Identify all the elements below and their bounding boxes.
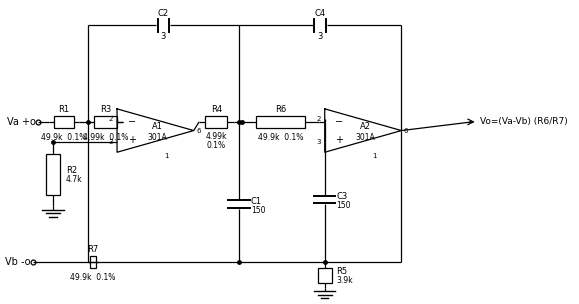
Bar xyxy=(318,268,332,283)
Text: 4.7k: 4.7k xyxy=(66,175,83,184)
Text: C2: C2 xyxy=(158,9,169,18)
Text: 6: 6 xyxy=(404,128,408,133)
Bar xyxy=(206,116,228,128)
Text: Vo=(Va-Vb) (R6/R7): Vo=(Va-Vb) (R6/R7) xyxy=(480,117,568,126)
Text: −: − xyxy=(127,117,135,127)
Text: Va +o: Va +o xyxy=(7,117,35,127)
Text: 3: 3 xyxy=(316,140,321,146)
Text: R7: R7 xyxy=(87,245,98,254)
Text: +: + xyxy=(335,135,343,145)
Text: Vb -o: Vb -o xyxy=(5,257,30,267)
Text: C4: C4 xyxy=(314,9,326,18)
Text: 301A: 301A xyxy=(148,133,167,142)
Text: 4.99k: 4.99k xyxy=(206,132,227,141)
Text: 4.99k  0.1%: 4.99k 0.1% xyxy=(83,133,129,142)
Text: 1: 1 xyxy=(164,154,169,160)
Text: R3: R3 xyxy=(100,105,111,114)
Text: R5: R5 xyxy=(336,267,347,276)
Text: 49.9k  0.1%: 49.9k 0.1% xyxy=(70,273,115,282)
Text: 150: 150 xyxy=(251,206,265,215)
Text: R4: R4 xyxy=(211,105,222,114)
Text: A2: A2 xyxy=(360,123,371,131)
Text: 3: 3 xyxy=(317,33,323,41)
Text: 2: 2 xyxy=(316,116,321,122)
Text: 3.9k: 3.9k xyxy=(336,276,353,285)
Bar xyxy=(90,256,96,268)
Text: 49.9k  0.1%: 49.9k 0.1% xyxy=(41,133,87,142)
Text: R1: R1 xyxy=(58,105,69,114)
Text: 2: 2 xyxy=(108,116,113,122)
Text: R2: R2 xyxy=(66,166,77,174)
Text: 49.9k  0.1%: 49.9k 0.1% xyxy=(258,133,303,142)
Text: 150: 150 xyxy=(336,201,351,210)
Bar xyxy=(54,116,74,128)
Bar xyxy=(256,116,305,128)
Text: +: + xyxy=(127,135,135,145)
Text: 3: 3 xyxy=(108,140,113,146)
Text: R6: R6 xyxy=(275,105,286,114)
Text: 301A: 301A xyxy=(355,133,375,142)
Bar xyxy=(94,116,117,128)
Text: 3: 3 xyxy=(161,33,166,41)
Text: A1: A1 xyxy=(152,123,163,131)
Text: 0.1%: 0.1% xyxy=(207,141,226,150)
Text: C3: C3 xyxy=(336,192,348,201)
Text: 6: 6 xyxy=(196,128,201,133)
Bar xyxy=(46,154,60,195)
Text: −: − xyxy=(335,117,343,127)
Text: C1: C1 xyxy=(251,197,262,206)
Text: 1: 1 xyxy=(372,154,377,160)
